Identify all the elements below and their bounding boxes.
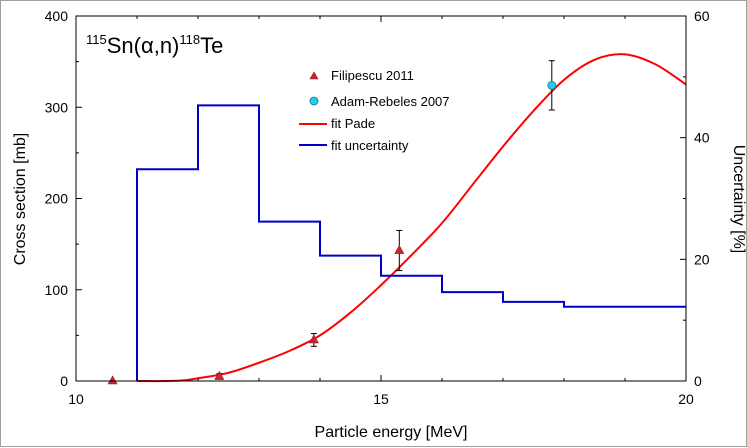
legend: Filipescu 2011 Adam-Rebeles 2007 fit Pad… (299, 68, 450, 153)
legend-label-filipescu: Filipescu 2011 (331, 68, 414, 83)
x-tick-label: 10 (68, 391, 84, 407)
data-point-filipescu (107, 375, 118, 385)
y2-tick-label: 0 (694, 373, 702, 389)
y-tick-label: 200 (45, 191, 69, 207)
reaction-label: 115Sn(α,n)118Te (86, 32, 223, 58)
data-point-adam-rebeles (547, 80, 557, 90)
legend-marker-adam-rebeles (309, 96, 319, 106)
x-axis-label: Particle energy [MeV] (315, 424, 468, 441)
reaction-product: Te (200, 33, 223, 58)
x-tick-label: 15 (373, 391, 389, 407)
y-tick-label: 0 (60, 373, 68, 389)
y-tick-label: 100 (45, 282, 69, 298)
y-axis-label: Cross section [mb] (12, 133, 29, 265)
legend-label-fit-uncertainty: fit uncertainty (331, 138, 409, 153)
reaction-product-mass: 118 (179, 32, 200, 47)
y2-tick-label: 60 (694, 8, 710, 24)
legend-label-fit-pade: fit Pade (331, 116, 375, 131)
reaction-channel: (α,n) (134, 33, 180, 58)
legend-marker-filipescu (309, 71, 319, 80)
series-fit-pade-line (136, 53, 687, 383)
legend-label-adam-rebeles: Adam-Rebeles 2007 (331, 94, 450, 109)
y2-tick-label: 40 (694, 130, 710, 146)
y2-axis-label: Uncertainty [%] (730, 145, 747, 253)
series-fit-uncertainty-line (136, 104, 686, 381)
y2-tick-label: 20 (694, 251, 710, 267)
series-layer (107, 53, 687, 385)
x-tick-label: 20 (678, 391, 694, 407)
data-point-filipescu (214, 370, 225, 380)
reaction-target-mass: 115 (86, 32, 107, 47)
y-tick-label: 400 (45, 8, 69, 24)
data-point-filipescu (394, 244, 405, 254)
y-tick-label: 300 (45, 99, 69, 115)
reaction-target: Sn (107, 33, 134, 58)
data-point-filipescu (308, 334, 319, 344)
